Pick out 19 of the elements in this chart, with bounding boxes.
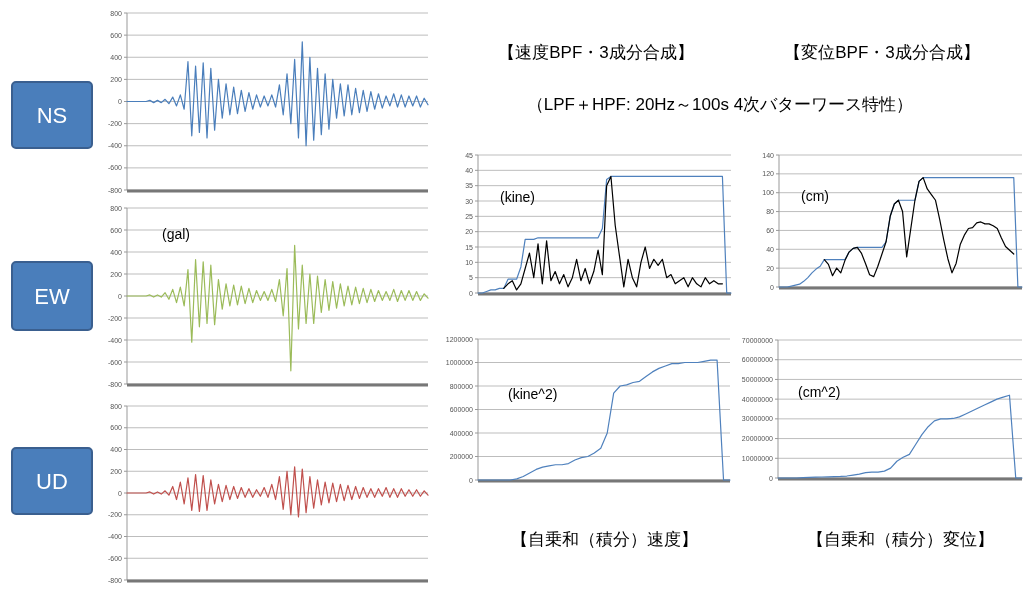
text: EW: [34, 284, 70, 309]
chart-title: 【速度BPF・3成分合成】: [498, 43, 694, 62]
line-series: [126, 244, 429, 372]
line-series: [126, 41, 429, 147]
text: UD: [36, 469, 68, 494]
text: NS: [36, 103, 68, 128]
annotation: (cm): [801, 187, 829, 204]
line-series: [477, 175, 732, 294]
line-series: [503, 175, 724, 291]
line-series: [477, 359, 731, 481]
annotation: (cm^2): [798, 384, 841, 401]
chart-subtitle: （LPF＋HPF: 20Hz～100s 4次バターワース特性）: [526, 95, 914, 114]
annotation: (kine^2): [508, 385, 558, 402]
annotation: (kine): [500, 189, 536, 206]
annotation: (gal): [162, 225, 191, 242]
line-series: [126, 466, 429, 518]
text: 【自乗和（積分）変位】: [806, 530, 994, 549]
chart-title: 【変位BPF・3成分合成】: [784, 43, 980, 62]
text: 【自乗和（積分）速度】: [510, 530, 698, 549]
